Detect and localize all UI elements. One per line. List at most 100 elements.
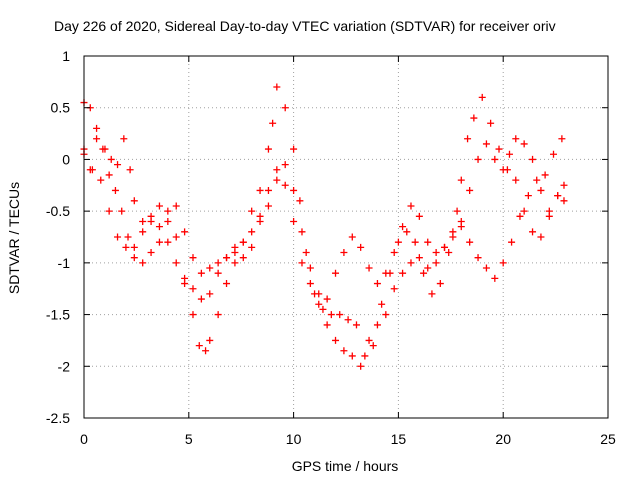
data-point [239, 238, 247, 246]
data-point [139, 217, 147, 225]
data-point [344, 316, 352, 324]
data-point [214, 259, 222, 267]
data-point [281, 181, 289, 189]
y-tick-label: 0.5 [51, 100, 71, 116]
data-point [436, 280, 444, 288]
data-point [357, 362, 365, 370]
x-tick-label: 5 [185, 431, 193, 447]
data-point [361, 352, 369, 360]
data-point [466, 238, 474, 246]
data-point [336, 311, 344, 319]
data-point [432, 259, 440, 267]
data-point [273, 83, 281, 91]
data-point [248, 228, 256, 236]
data-point [105, 207, 113, 215]
data-point [189, 285, 197, 293]
y-tick-label: 0 [62, 151, 70, 167]
data-point [126, 166, 134, 174]
data-point [537, 233, 545, 241]
data-point [181, 274, 189, 282]
y-tick-label: 1 [62, 48, 70, 64]
data-point [415, 254, 423, 262]
data-point [264, 202, 272, 210]
data-point [93, 124, 101, 132]
data-point [516, 212, 524, 220]
data-point [273, 166, 281, 174]
data-point [390, 249, 398, 257]
data-point [118, 207, 126, 215]
data-point [407, 202, 415, 210]
data-point [164, 217, 172, 225]
data-point [554, 192, 562, 200]
data-point [512, 135, 520, 143]
x-tick-label: 0 [80, 431, 88, 447]
data-point [411, 238, 419, 246]
data-point [319, 305, 327, 313]
data-point [189, 311, 197, 319]
x-tick-label: 10 [286, 431, 302, 447]
data-point [130, 254, 138, 262]
data-point [239, 254, 247, 262]
data-point [189, 254, 197, 262]
data-point [214, 311, 222, 319]
data-point [93, 135, 101, 143]
data-point [378, 300, 386, 308]
data-point [139, 228, 147, 236]
data-point [290, 145, 298, 153]
data-point [533, 176, 541, 184]
data-point [256, 186, 264, 194]
data-point [290, 186, 298, 194]
data-point [482, 264, 490, 272]
data-point [453, 207, 461, 215]
x-tick-label: 15 [391, 431, 407, 447]
y-tick-label: -2 [58, 358, 71, 374]
ticks-layer: 0 5 10 15 20 25 1 0.5 0 -0.5 -1 -1.5 -2 -2.5 [46, 48, 616, 447]
data-series-1 [80, 83, 568, 360]
data-point [558, 135, 566, 143]
y-tick-label: -0.5 [46, 203, 70, 219]
grid-layer [84, 56, 608, 418]
x-tick-label: 20 [495, 431, 511, 447]
data-point [231, 249, 239, 257]
data-point [290, 217, 298, 225]
data-point [365, 336, 373, 344]
data-point [306, 280, 314, 288]
x-axis-label: GPS time / hours [292, 458, 399, 474]
data-point [491, 155, 499, 163]
data-point [147, 249, 155, 257]
data-point [323, 295, 331, 303]
data-point [352, 321, 360, 329]
data-point [302, 249, 310, 257]
data-point [382, 311, 390, 319]
data-point [273, 176, 281, 184]
data-point [524, 192, 532, 200]
data-point [403, 228, 411, 236]
y-tick-label: -2.5 [46, 410, 70, 426]
data-point [357, 243, 365, 251]
data-point [172, 202, 180, 210]
data-point [428, 290, 436, 298]
data-point [348, 233, 356, 241]
data-point [231, 259, 239, 267]
data-point [114, 233, 122, 241]
data-point [195, 342, 203, 350]
data-point [520, 140, 528, 148]
data-point [441, 243, 449, 251]
data-point [223, 280, 231, 288]
data-point [111, 186, 119, 194]
data-point [147, 217, 155, 225]
data-point [520, 207, 528, 215]
data-point [424, 238, 432, 246]
data-point [197, 295, 205, 303]
data-point [491, 274, 499, 282]
data-point [315, 290, 323, 298]
chart-title: Day 226 of 2020, Sidereal Day-to-day VTE… [54, 18, 556, 34]
data-point [499, 259, 507, 267]
data-point [99, 145, 107, 153]
data-point [281, 104, 289, 112]
data-point [155, 223, 163, 231]
data-point [130, 243, 138, 251]
data-point [340, 347, 348, 355]
data-point [181, 228, 189, 236]
data-point [478, 93, 486, 101]
